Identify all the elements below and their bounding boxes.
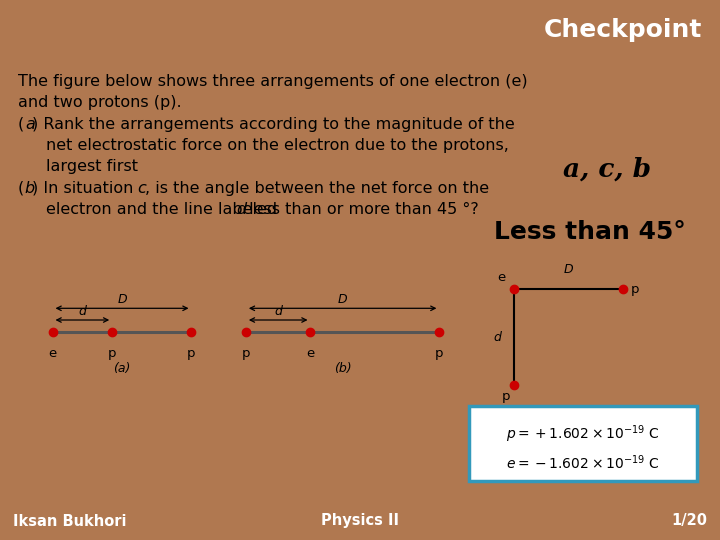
Text: e: e <box>498 271 505 284</box>
Text: (b): (b) <box>334 361 351 375</box>
Text: Less than 45°: Less than 45° <box>494 220 685 244</box>
Text: largest first: largest first <box>45 159 138 174</box>
Text: e: e <box>306 347 315 360</box>
Text: (: ( <box>18 117 24 132</box>
Text: Checkpoint: Checkpoint <box>544 18 702 42</box>
Text: p: p <box>631 282 639 295</box>
Text: $e = -1.602\times10^{-19}$ C: $e = -1.602\times10^{-19}$ C <box>506 453 660 471</box>
Text: p: p <box>108 347 117 360</box>
Text: d: d <box>236 202 246 217</box>
Text: and two protons (p).: and two protons (p). <box>18 96 181 111</box>
Text: ) Rank the arrangements according to the magnitude of the: ) Rank the arrangements according to the… <box>32 117 515 132</box>
Text: p: p <box>503 390 510 403</box>
Text: electron and the line labeled: electron and the line labeled <box>45 202 282 217</box>
Text: (c): (c) <box>560 406 577 419</box>
Text: , is the angle between the net force on the: , is the angle between the net force on … <box>145 180 489 195</box>
Text: c: c <box>137 180 145 195</box>
Text: a, c, b: a, c, b <box>563 156 652 181</box>
Text: less than or more than 45 °?: less than or more than 45 °? <box>244 202 479 217</box>
Text: e: e <box>48 347 57 360</box>
Text: (a): (a) <box>113 361 131 375</box>
Text: Physics II: Physics II <box>321 514 399 529</box>
Text: The figure below shows three arrangements of one electron (e): The figure below shows three arrangement… <box>18 74 528 89</box>
Text: p: p <box>435 347 444 360</box>
Text: d: d <box>78 305 86 318</box>
Text: D: D <box>338 293 348 306</box>
Text: D: D <box>564 264 573 276</box>
Text: p: p <box>187 347 196 360</box>
Text: net electrostatic force on the electron due to the protons,: net electrostatic force on the electron … <box>45 138 508 153</box>
Text: 1/20: 1/20 <box>671 514 707 529</box>
Text: b: b <box>25 180 35 195</box>
Text: d: d <box>274 305 282 318</box>
Text: p: p <box>242 347 251 360</box>
Bar <box>469 406 697 481</box>
Text: $p = +1.602\times10^{-19}$ C: $p = +1.602\times10^{-19}$ C <box>506 423 660 445</box>
Text: D: D <box>117 293 127 306</box>
Text: (: ( <box>18 180 24 195</box>
Text: Iksan Bukhori: Iksan Bukhori <box>13 514 127 529</box>
Text: d: d <box>494 330 502 343</box>
Text: a: a <box>25 117 35 132</box>
Text: ) In situation: ) In situation <box>32 180 138 195</box>
